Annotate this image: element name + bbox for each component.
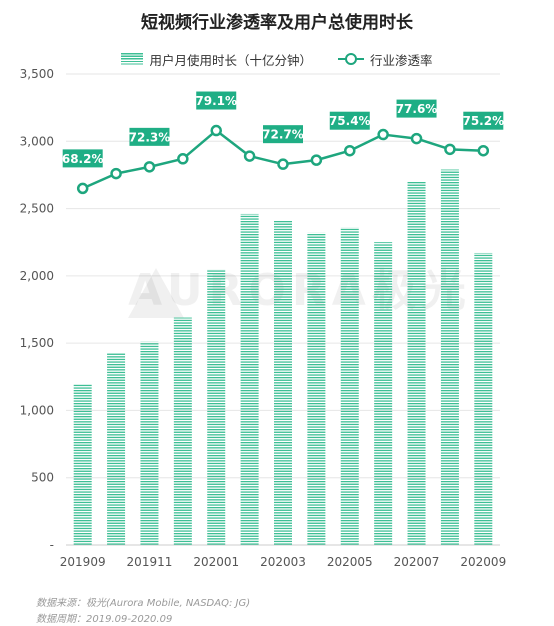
legend-bar-swatch	[121, 53, 144, 65]
bar	[307, 232, 326, 545]
line-point	[110, 167, 122, 180]
y-tick-label: 3,000	[20, 134, 54, 148]
bar	[340, 227, 359, 545]
bar	[374, 242, 393, 545]
chart-title: 短视频行业渗透率及用户总使用时长	[141, 13, 413, 33]
y-tick-label: 2,000	[20, 269, 54, 283]
bar	[474, 252, 493, 546]
line-point	[377, 128, 389, 141]
line-point	[210, 124, 222, 137]
y-tick-label: 500	[31, 471, 54, 485]
bar	[107, 352, 126, 545]
legend: 用户月使用时长（十亿分钟） 行业渗透率	[0, 48, 554, 70]
line-point	[277, 158, 289, 170]
line-point	[243, 150, 256, 162]
line-point	[344, 144, 356, 157]
period-note: 数据周期：2019.09-2020.09	[36, 614, 173, 625]
data-label: 75.4%	[329, 114, 371, 128]
legend-item-line: 行业渗透率	[338, 50, 433, 69]
x-tick-label: 202005	[327, 555, 373, 569]
line-point	[143, 161, 156, 173]
line-point	[76, 182, 89, 195]
data-label: 72.3%	[129, 130, 171, 144]
data-label-bg	[463, 111, 504, 130]
bar	[274, 220, 292, 545]
data-label: 79.1%	[195, 94, 237, 108]
data-label: 72.7%	[262, 128, 304, 142]
data-label-bg	[196, 91, 237, 110]
bar	[407, 181, 426, 545]
data-label: 68.2%	[62, 152, 104, 166]
data-label-bg	[329, 111, 370, 130]
legend-line-swatch	[338, 53, 364, 65]
line-point	[310, 154, 323, 166]
legend-bar-label: 用户月使用时长（十亿分钟）	[149, 52, 312, 68]
line-point	[444, 143, 456, 156]
bar	[73, 383, 92, 545]
y-tick-label: 2,500	[20, 202, 54, 216]
data-label-bg	[62, 149, 103, 168]
x-tick-label: 202009	[460, 555, 506, 569]
bar	[440, 169, 459, 545]
bar	[240, 213, 259, 545]
y-tick-label: 1,000	[20, 403, 54, 417]
x-tick-label: 202001	[193, 555, 239, 569]
line-point	[410, 132, 423, 145]
legend-item-bar: 用户月使用时长（十亿分钟）	[121, 50, 312, 69]
data-label: 77.6%	[396, 102, 438, 116]
data-label: 75.2%	[462, 114, 504, 128]
x-tick-label: 201909	[60, 555, 106, 569]
bar	[207, 269, 226, 545]
x-tick-label: 202003	[260, 555, 306, 569]
y-tick-label: 3,500	[20, 67, 54, 81]
line-point	[477, 144, 490, 157]
data-label-bg	[396, 99, 437, 118]
bar	[173, 317, 192, 545]
x-tick-label: 202007	[394, 555, 440, 569]
x-tick-label: 201911	[127, 555, 173, 569]
legend-line-label: 行业渗透率	[370, 52, 433, 68]
bar	[140, 341, 159, 545]
data-label-bg	[129, 127, 170, 146]
watermark-logo	[128, 268, 184, 318]
line-point	[177, 153, 189, 165]
data-label-bg	[263, 125, 303, 144]
y-tick-label: -	[50, 538, 54, 552]
source-note: 数据来源：极光(Aurora Mobile, NASDAQ: JG)	[36, 598, 251, 609]
y-tick-label: 1,500	[20, 336, 54, 350]
